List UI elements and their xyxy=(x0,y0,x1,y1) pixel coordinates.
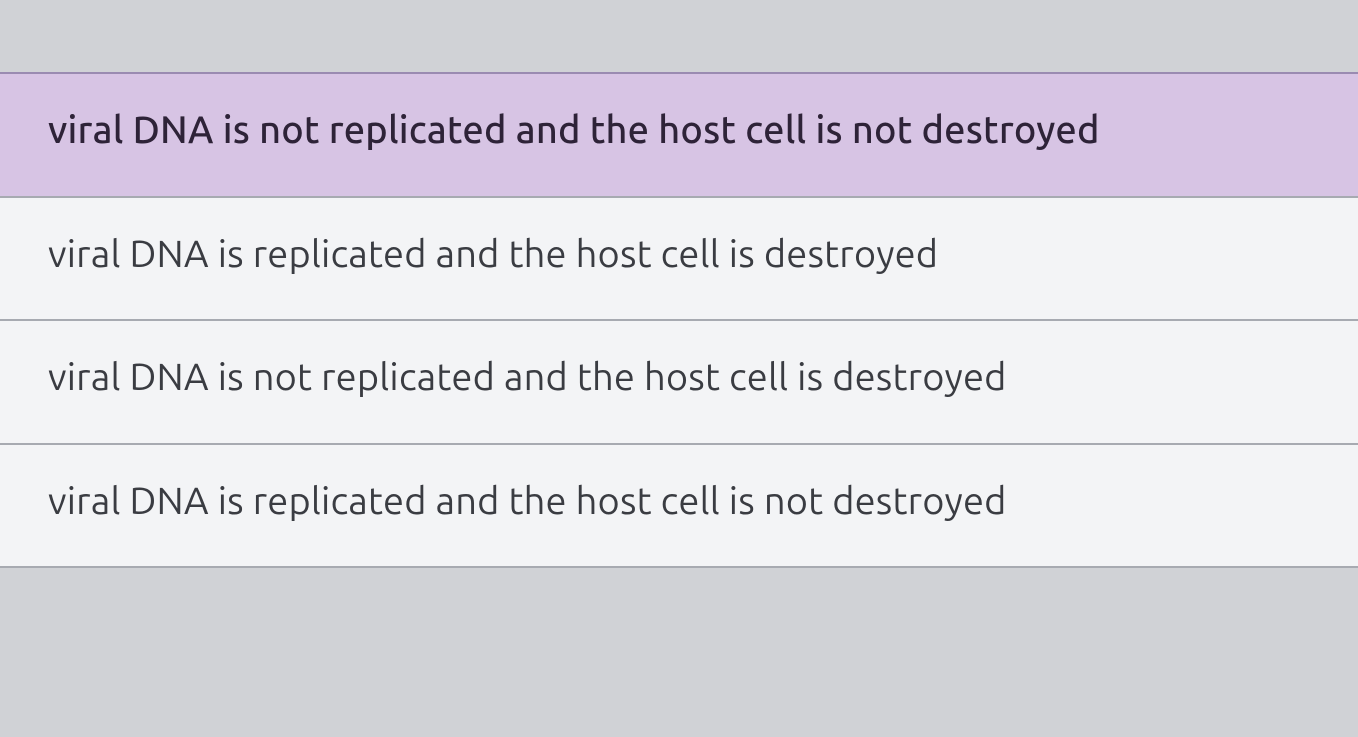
option-label: viral DNA is not replicated and the host… xyxy=(48,356,1007,398)
top-spacer xyxy=(0,0,1358,72)
option-label: viral DNA is not replicated and the host… xyxy=(48,109,1100,151)
answer-option-4[interactable]: viral DNA is replicated and the host cel… xyxy=(0,445,1358,569)
answer-option-2[interactable]: viral DNA is replicated and the host cel… xyxy=(0,198,1358,322)
option-label: viral DNA is replicated and the host cel… xyxy=(48,480,1007,522)
answer-option-1[interactable]: viral DNA is not replicated and the host… xyxy=(0,72,1358,198)
answer-option-3[interactable]: viral DNA is not replicated and the host… xyxy=(0,321,1358,445)
option-label: viral DNA is replicated and the host cel… xyxy=(48,233,938,275)
